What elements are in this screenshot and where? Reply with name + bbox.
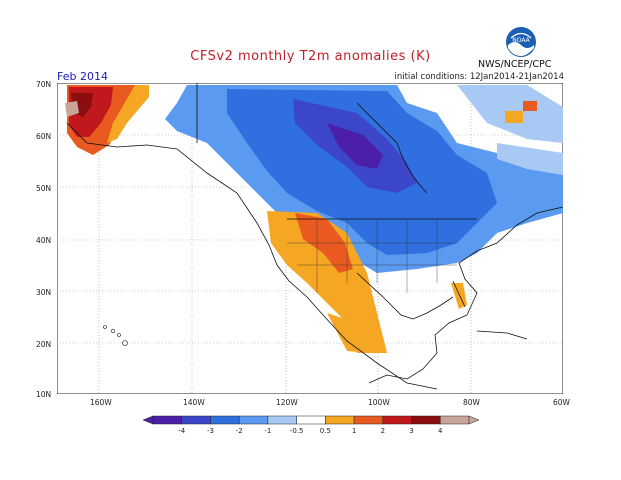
legend-label: -3 [207,427,214,435]
legend-swatch [296,415,326,425]
lon-label: 100W [368,398,390,407]
legend-swatch [152,415,182,425]
forecast-month: Feb 2014 [57,70,108,83]
svg-text:NOAA: NOAA [512,37,530,44]
legend-swatch [238,415,269,425]
legend-label: -4 [178,427,186,435]
coastlines [66,83,563,390]
legend-swatch [440,415,470,425]
legend-label: -0.5 [290,427,304,435]
legend-max-arrow [468,415,480,425]
legend-swatch [181,415,211,425]
legend-swatch [411,415,441,425]
legend-min-arrow [142,415,154,425]
color-legend: -4 -3 -2 -1 -0.5 0.5 1 2 3 4 [142,415,480,435]
legend-swatch [325,415,355,425]
lon-label: 120W [276,398,298,407]
lon-label: 80W [463,398,480,407]
legend-label: 0.5 [320,427,331,435]
lon-label: 140W [183,398,205,407]
lat-label: 50N [36,184,52,193]
legend-swatch [210,415,240,425]
initial-conditions: initial conditions: 12Jan2014-21Jan2014 [394,72,564,82]
noaa-logo-icon: NOAA [506,27,536,57]
legend-swatch [267,415,297,425]
legend-swatch [353,415,384,425]
lon-label: 160W [90,398,112,407]
legend-label: 1 [352,427,356,435]
lat-label: 10N [36,390,52,399]
legend-label: -1 [264,427,271,435]
legend-swatch [382,415,412,425]
lat-label: 40N [36,236,52,245]
lat-label: 20N [36,340,52,349]
anomaly-map [57,83,563,394]
legend-label: 3 [409,427,413,435]
legend-label: 2 [381,427,385,435]
map-title: CFSv2 monthly T2m anomalies (K) [190,49,431,64]
lon-label: 60W [553,398,570,407]
lat-label: 60N [36,132,52,141]
hawaii [103,325,128,346]
lat-label: 30N [36,288,52,297]
agency-label: NWS/NCEP/CPC [478,59,552,70]
legend-label: 4 [438,427,443,435]
legend-label: -2 [236,427,243,435]
lat-label: 70N [36,80,52,89]
state-borders [287,219,457,293]
anomaly-shading [65,85,563,353]
